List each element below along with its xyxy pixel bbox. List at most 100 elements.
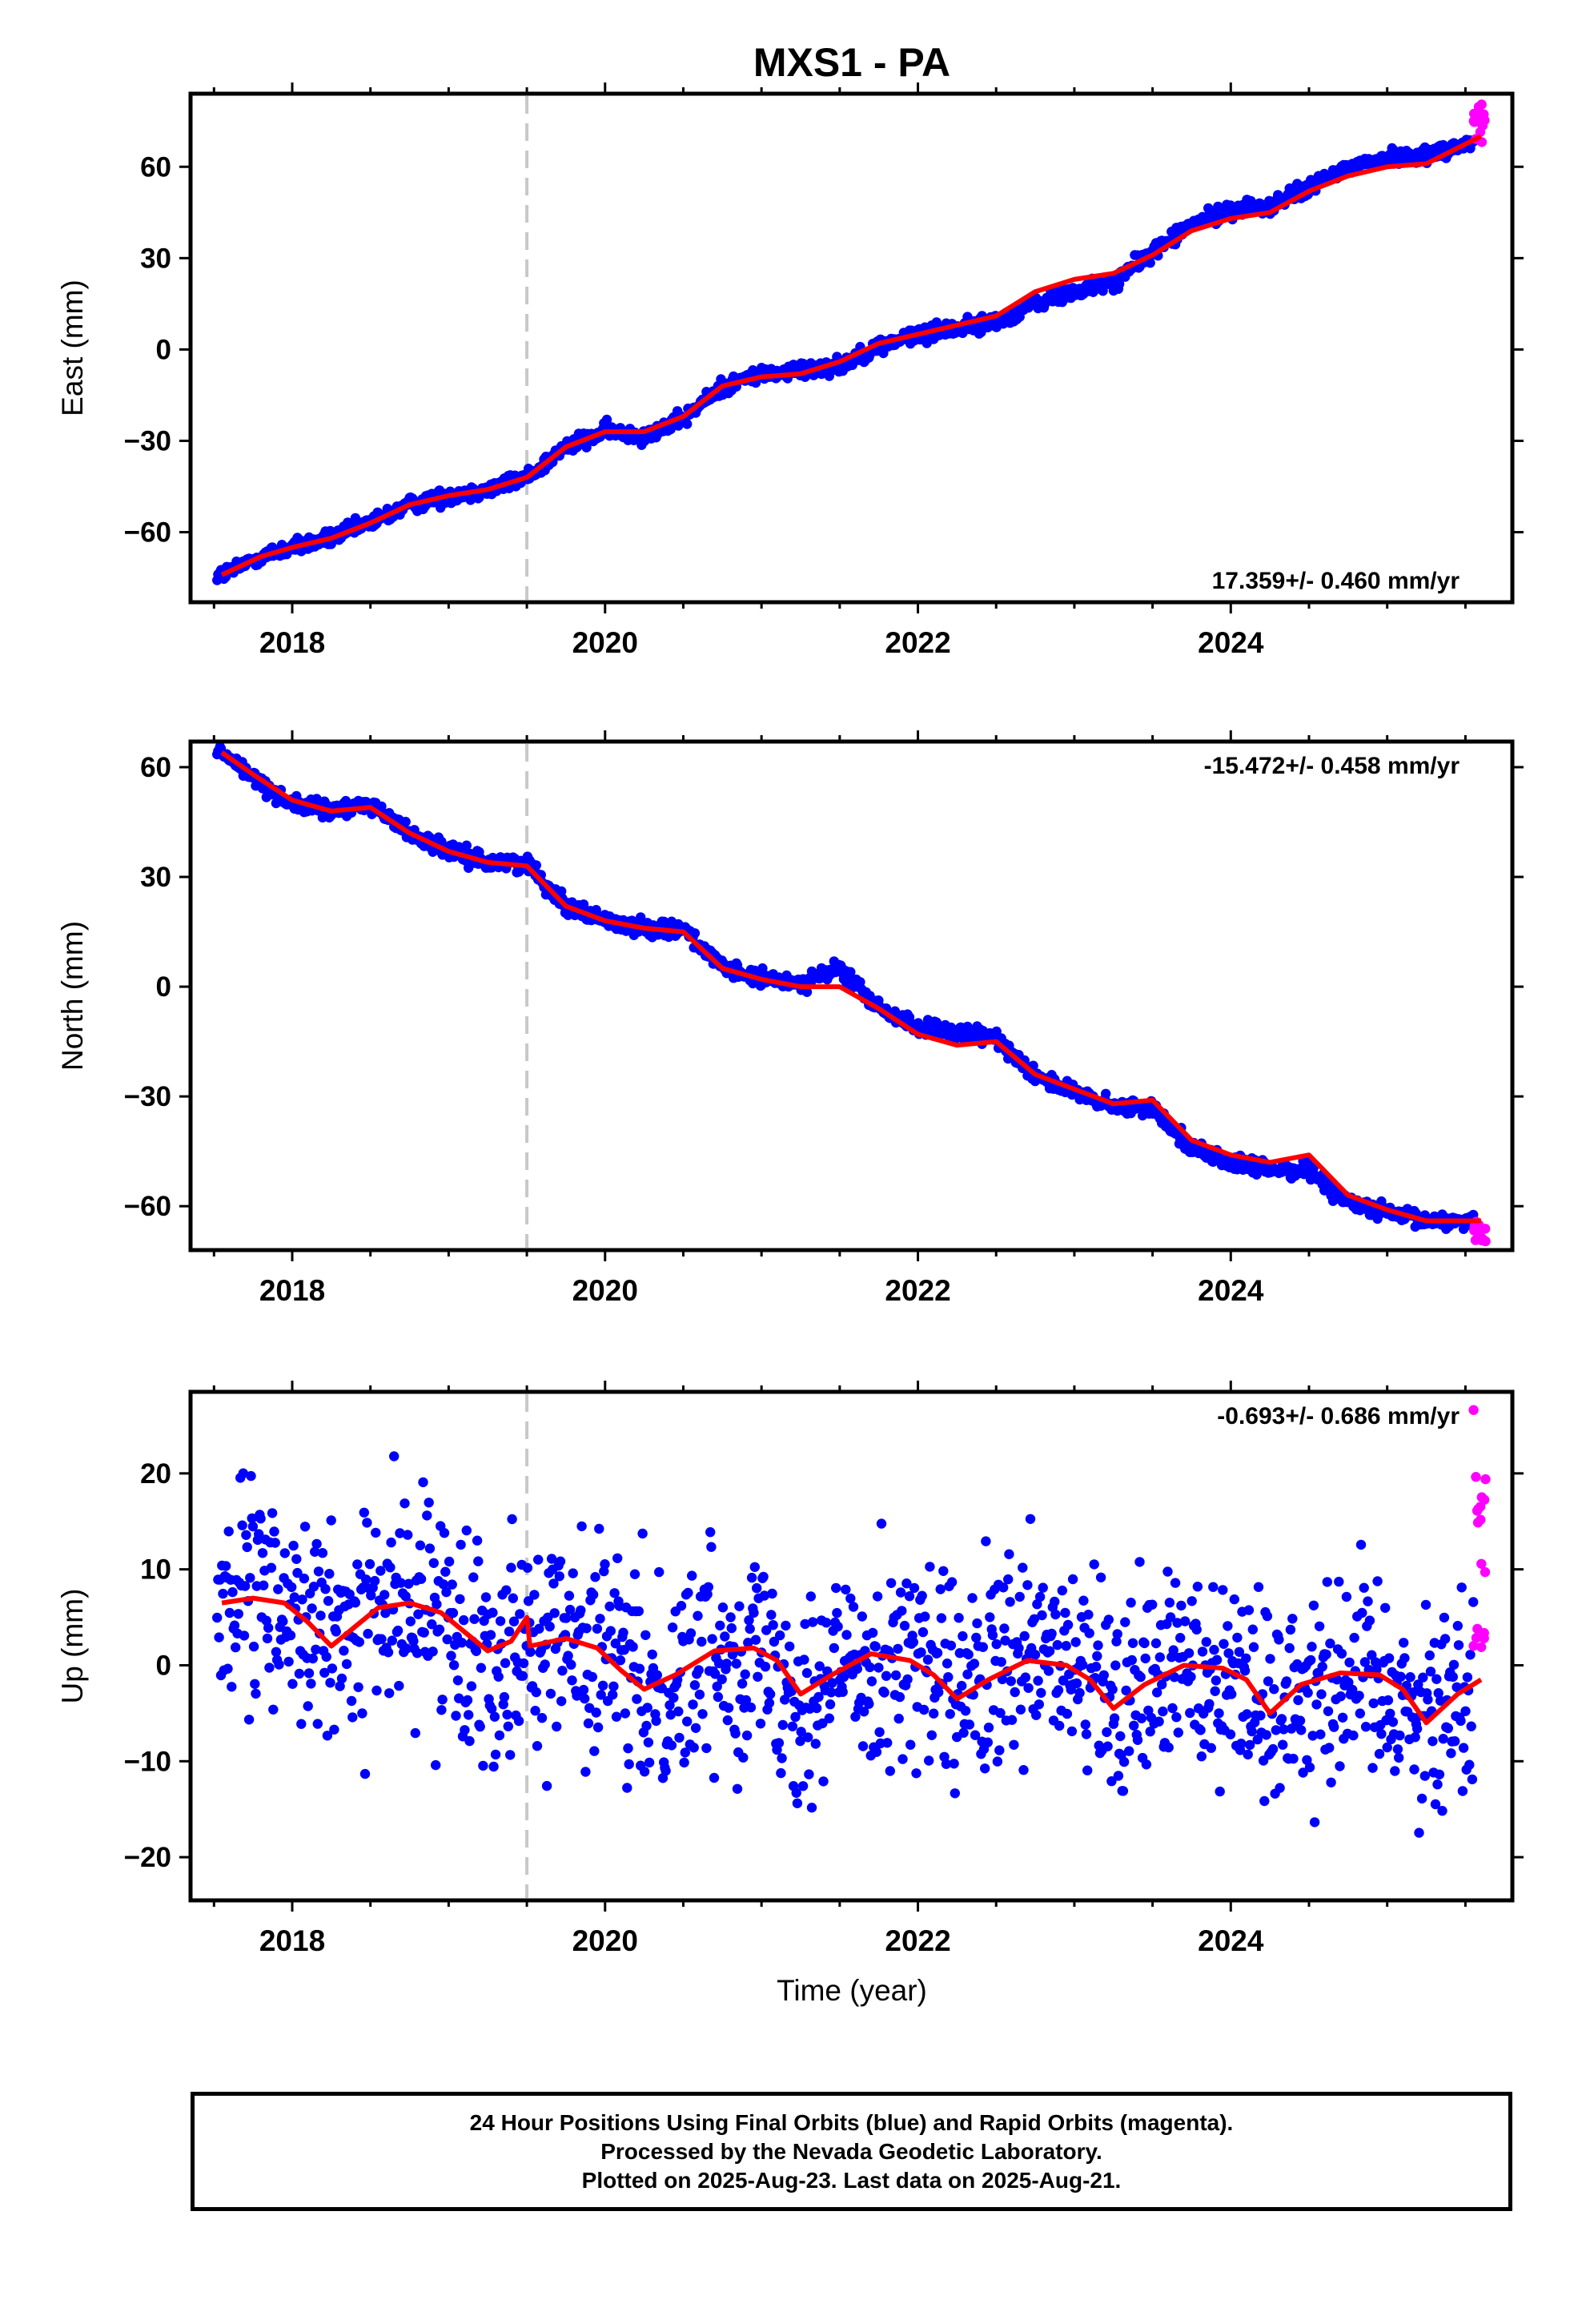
final-orbit-point [924,1755,934,1766]
final-orbit-point [297,1594,307,1605]
final-orbit-point [1066,1726,1078,1737]
final-orbit-point [469,1614,480,1624]
final-orbit-point [315,1610,326,1621]
final-orbit-point [805,1591,816,1602]
final-orbit-point [1287,1614,1298,1624]
final-orbit-point [279,1548,290,1558]
final-orbit-point [935,1584,946,1594]
final-orbit-point [850,1711,861,1722]
final-orbit-point [622,1783,632,1793]
final-orbit-point [731,1659,741,1669]
final-orbit-point [545,1688,556,1699]
final-orbit-point [592,1722,604,1733]
final-orbit-point [1018,1562,1028,1573]
final-orbit-point [223,1526,234,1537]
final-orbit-point [264,1663,275,1673]
final-orbit-point [811,1703,822,1714]
final-orbit-point [499,1691,510,1703]
final-orbit-point [1452,1621,1464,1631]
final-orbit-point [544,1621,555,1632]
rapid-orbit-point [1471,1633,1482,1643]
final-orbit-point [920,1611,930,1622]
final-orbit-point [1098,1670,1110,1680]
final-orbit-point [336,1673,347,1684]
final-orbit-point [983,1723,994,1733]
final-orbit-point [1354,1691,1364,1701]
final-orbit-point [852,1663,863,1675]
final-orbit-point [848,1602,859,1612]
final-orbit-point [865,1662,875,1673]
final-orbit-point [1399,1638,1409,1648]
final-orbit-point [431,1759,441,1771]
final-orbit-point [1023,1683,1034,1693]
final-orbit-point [1336,1648,1347,1659]
final-orbit-point [669,1692,679,1703]
final-orbit-point [845,1593,856,1604]
rapid-orbit-point [1469,108,1480,119]
final-orbit-point [422,1510,432,1521]
final-orbit-point [350,1598,361,1608]
final-orbit-point [1465,1650,1476,1660]
final-orbit-point [278,1616,288,1626]
final-orbit-point [792,1798,803,1808]
final-orbit-point [1439,1612,1450,1623]
final-orbit-point [894,1691,905,1703]
final-orbit-point [642,1703,652,1713]
final-orbit-point [580,1693,590,1704]
final-orbit-point [306,1679,316,1689]
final-orbit-point [1126,1598,1136,1608]
final-orbit-point [247,1521,259,1532]
final-orbit-point [326,1515,336,1526]
final-orbit-point [303,1701,313,1711]
final-orbit-point [683,1587,693,1598]
final-orbit-point [1053,1685,1064,1695]
final-orbit-point [941,1759,952,1769]
final-orbit-point [1183,1648,1195,1659]
final-orbit-point [1034,1591,1046,1602]
final-orbit-point [1324,1743,1335,1753]
final-orbit-point [394,1680,404,1691]
final-orbit-point [1095,1572,1106,1583]
final-orbit-point [1208,1582,1219,1592]
final-orbit-point [440,1566,451,1577]
x-tick-label: 2018 [259,626,325,659]
final-orbit-point [922,1655,934,1665]
final-orbit-point [1167,1703,1178,1714]
final-orbit-point [581,1623,592,1634]
final-orbit-point [905,1739,916,1750]
final-orbit-point [838,1671,849,1683]
final-orbit-point [1395,1730,1405,1741]
final-orbit-point [549,1608,560,1618]
final-orbit-point [403,1530,413,1540]
final-orbit-point [307,1603,317,1614]
final-orbit-point [266,1562,277,1573]
final-orbit-point [1363,1596,1373,1606]
final-orbit-point [620,1708,631,1719]
final-orbit-point [317,1548,328,1558]
final-orbit-point [808,1617,818,1627]
final-orbit-point [548,1578,559,1589]
final-orbit-point [1298,1767,1308,1778]
final-orbit-point [1295,1715,1306,1726]
final-orbit-point [950,1788,961,1799]
final-orbit-point [1307,1642,1317,1652]
final-orbit-point [618,1627,628,1638]
final-orbit-point [610,1638,620,1649]
final-orbit-point [1206,1743,1217,1753]
final-orbit-point [1078,1659,1088,1671]
final-orbit-point [1110,1660,1121,1671]
final-orbit-point [697,1709,708,1719]
final-orbit-point [932,1647,943,1659]
final-orbit-point [419,1627,429,1638]
final-orbit-point [1031,1710,1042,1720]
final-orbit-point [395,1528,405,1538]
final-orbit-point [814,1661,825,1671]
final-orbit-point [1004,1549,1014,1559]
final-orbit-point [555,1556,566,1566]
final-orbit-point [1173,1727,1184,1738]
final-orbit-point [885,1578,897,1589]
final-orbit-point [665,1700,675,1711]
final-orbit-point [1003,1574,1014,1585]
final-orbit-point [633,1606,644,1617]
final-orbit-point [437,1695,448,1705]
